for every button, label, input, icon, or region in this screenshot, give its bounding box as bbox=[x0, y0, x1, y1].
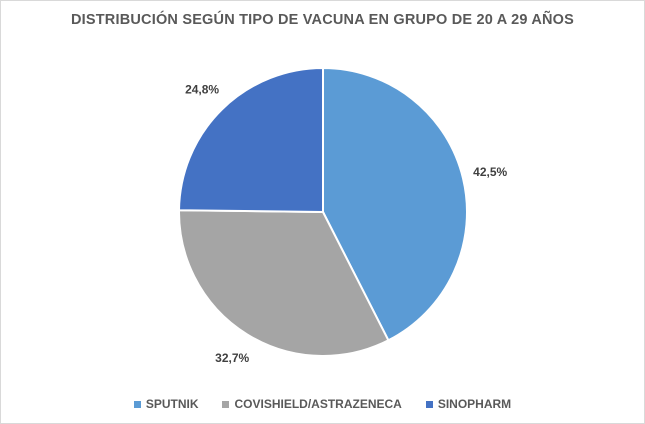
legend-label: SINOPHARM bbox=[437, 397, 512, 411]
legend-swatch bbox=[425, 400, 433, 408]
chart-title: DISTRIBUCIÓN SEGÚN TIPO DE VACUNA EN GRU… bbox=[70, 12, 575, 28]
legend-item-covishield-astrazeneca: COVISHIELD/ASTRAZENECA bbox=[222, 397, 402, 411]
chart-legend: SPUTNIK COVISHIELD/ASTRAZENECA SINOPHARM bbox=[1, 397, 644, 411]
pie-slice-sinopharm bbox=[177, 66, 324, 214]
data-label-sputnik: 42,5% bbox=[473, 165, 507, 179]
legend-swatch bbox=[133, 400, 141, 408]
legend-label: COVISHIELD/ASTRAZENECA bbox=[234, 397, 402, 411]
legend-item-sputnik: SPUTNIK bbox=[133, 397, 199, 411]
data-label-sinopharm: 24,8% bbox=[185, 83, 219, 97]
legend-item-sinopharm: SINOPHARM bbox=[425, 397, 512, 411]
legend-label: SPUTNIK bbox=[145, 397, 199, 411]
data-label-covishield-astrazeneca: 32,7% bbox=[215, 351, 249, 365]
legend-swatch bbox=[222, 400, 230, 408]
pie-slice-sputnik bbox=[322, 66, 468, 342]
pie-slice-covishield-astrazeneca bbox=[178, 209, 390, 357]
